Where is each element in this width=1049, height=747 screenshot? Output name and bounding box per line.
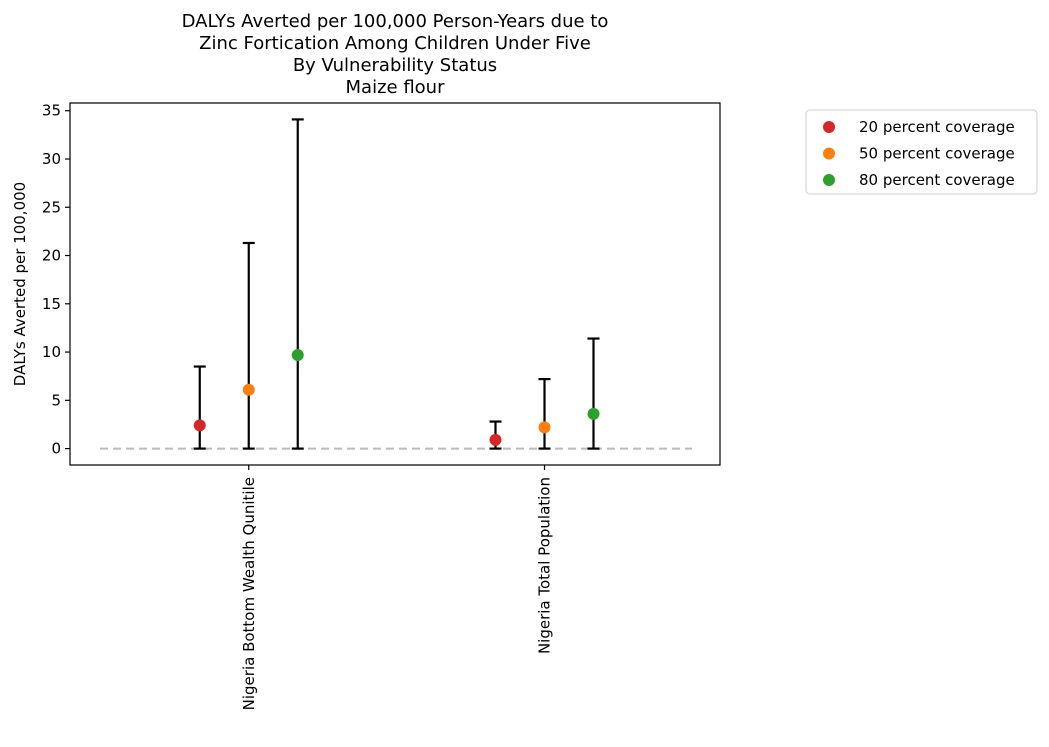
y-tick-label: 20 xyxy=(42,247,61,265)
chart-title-line: Maize flour xyxy=(346,77,446,98)
y-axis-label: DALYs Averted per 100,000 xyxy=(11,182,29,386)
plot-area xyxy=(69,102,721,466)
data-marks xyxy=(193,118,600,450)
chart-title-line: DALYs Averted per 100,000 Person-Years d… xyxy=(182,11,609,32)
y-tick-label: 25 xyxy=(42,198,61,216)
data-point xyxy=(242,383,255,396)
data-point xyxy=(489,433,502,446)
legend-marker xyxy=(823,121,835,133)
legend-entry-label: 80 percent coverage xyxy=(859,171,1015,189)
y-tick-label: 30 xyxy=(42,150,61,168)
data-point xyxy=(193,419,206,432)
x-tick-label: Nigeria Total Population xyxy=(536,477,554,654)
legend-entry-label: 20 percent coverage xyxy=(859,118,1015,136)
legend-frame xyxy=(805,109,1038,195)
legend-marker xyxy=(823,174,835,186)
chart-title-line: By Vulnerability Status xyxy=(293,55,497,76)
y-tick-label: 10 xyxy=(42,343,61,361)
legend-entry-label: 50 percent coverage xyxy=(859,145,1015,163)
data-point xyxy=(587,407,600,420)
x-axis: Nigeria Bottom Wealth Qunitile Nigeria To… xyxy=(240,465,554,710)
y-tick-label: 5 xyxy=(51,391,61,409)
data-point xyxy=(538,421,551,434)
data-point xyxy=(291,348,304,361)
chart-title-line: Zinc Fortication Among Children Under Fi… xyxy=(199,33,591,54)
y-axis: 0 5 10 15 20 25 30 35 xyxy=(42,102,70,458)
y-tick-label: 0 xyxy=(51,440,61,458)
y-tick-label: 15 xyxy=(42,295,61,313)
chart-title: DALYs Averted per 100,000 Person-Years d… xyxy=(182,11,609,98)
x-tick-label: Nigeria Bottom Wealth Qunitile xyxy=(240,477,258,710)
legend-marker xyxy=(823,147,835,160)
legend: 20 percent coverage 50 percent coverage 80… xyxy=(805,109,1038,195)
y-tick-label: 35 xyxy=(42,102,61,120)
